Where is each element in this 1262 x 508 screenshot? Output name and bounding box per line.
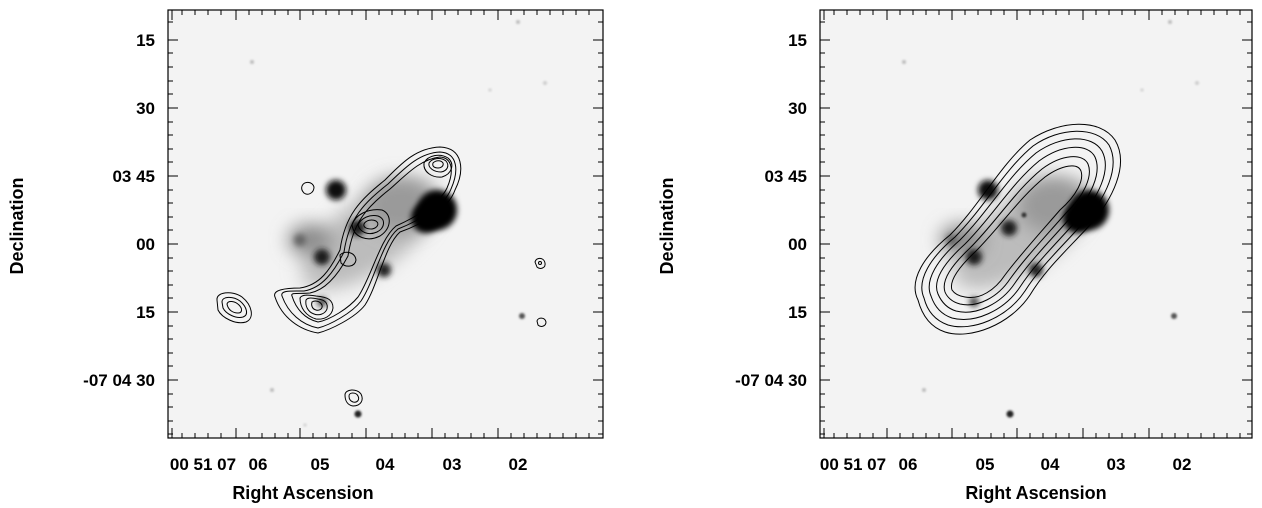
y-axis-title: Declination [657,177,677,274]
xtick-label: 00 51 07 [170,455,236,474]
axis-ticks [820,10,1252,438]
xtick-label: 03 [1107,455,1126,474]
xtick-label: 06 [249,455,268,474]
left-figure: 15 30 03 45 00 15 -07 04 30 00 51 07 06 … [7,9,604,503]
optical-image [820,10,1252,438]
ytick-label: 15 [788,31,807,50]
ytick-label: -07 04 30 [83,371,155,390]
ytick-label: 15 [136,303,155,322]
ytick-label: 03 45 [764,167,807,186]
ytick-label: -07 04 30 [735,371,807,390]
xtick-label: 00 51 07 [820,455,886,474]
image-frame [167,9,604,439]
xtick-label: 03 [443,455,462,474]
xtick-label: 02 [1173,455,1192,474]
xtick-label: 06 [899,455,918,474]
ytick-label: 15 [136,31,155,50]
optical-image [168,10,603,438]
image-frame [819,9,1253,439]
xtick-label: 05 [311,455,330,474]
radio-contours [914,123,1121,335]
left-panel: 15 30 03 45 00 15 -07 04 30 00 51 07 06 … [0,0,620,508]
ytick-label: 30 [136,99,155,118]
ytick-label: 15 [788,303,807,322]
xtick-label: 04 [376,455,395,474]
xtick-label: 05 [976,455,995,474]
x-axis-title: Right Ascension [232,483,373,503]
ytick-label: 00 [788,235,807,254]
right-panel: 15 30 03 45 00 15 -07 04 30 00 51 07 06 … [650,0,1262,508]
radio-contours [216,146,547,407]
xtick-label: 02 [509,455,528,474]
xtick-label: 04 [1041,455,1060,474]
y-axis-title: Declination [7,177,27,274]
x-axis-title: Right Ascension [965,483,1106,503]
right-figure: 15 30 03 45 00 15 -07 04 30 00 51 07 06 … [657,9,1253,503]
ytick-label: 00 [136,235,155,254]
axis-ticks [168,10,603,438]
ytick-label: 03 45 [112,167,155,186]
ytick-label: 30 [788,99,807,118]
